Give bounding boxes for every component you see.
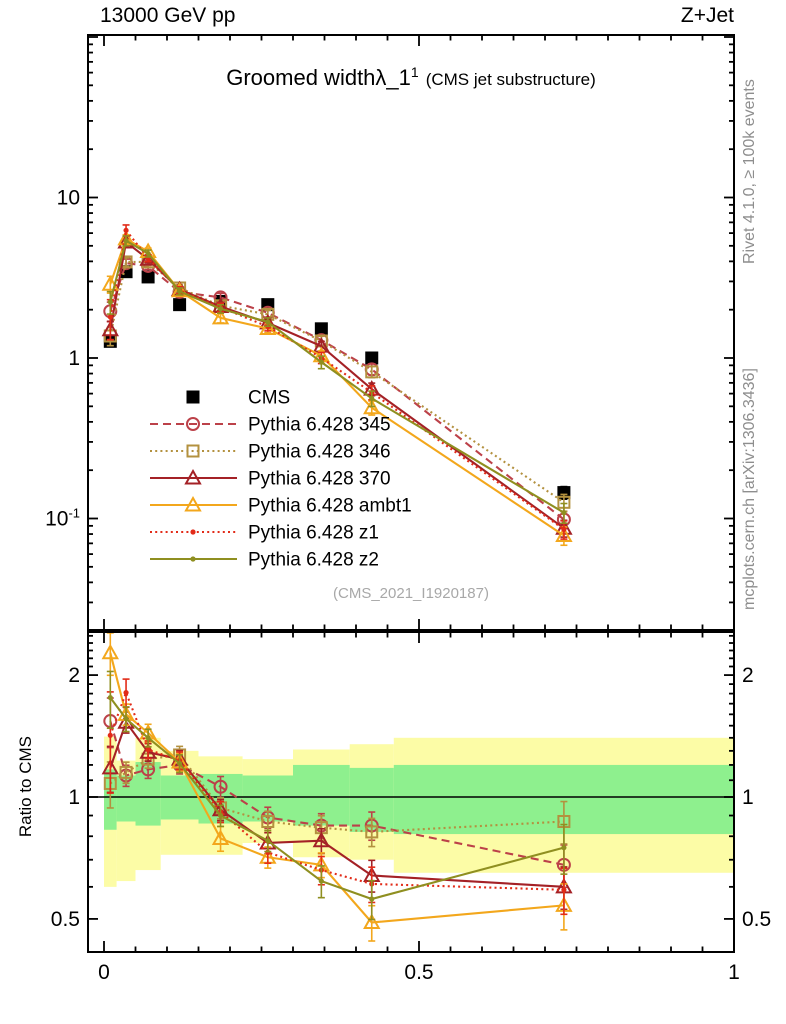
svg-text:Pythia 6.428 z1: Pythia 6.428 z1 (248, 523, 379, 544)
svg-text:10-1: 10-1 (45, 506, 80, 531)
rivet-version-note: Rivet 4.1.0, ≥ 100k events (741, 79, 758, 265)
ratio-axis-title: Ratio to CMS (16, 736, 35, 838)
legend-item-370: Pythia 6.428 370 (150, 469, 391, 490)
svg-text:2: 2 (742, 664, 754, 687)
svg-text:2: 2 (68, 664, 80, 687)
svg-text:Pythia 6.428 346: Pythia 6.428 346 (248, 442, 391, 463)
legend-item-ambt1: Pythia 6.428 ambt1 (150, 496, 412, 517)
legend-item-cms: CMS (186, 388, 290, 409)
svg-text:Pythia 6.428 345: Pythia 6.428 345 (248, 415, 391, 436)
title-analysis: (CMS jet substructure) (425, 70, 596, 89)
svg-text:1: 1 (68, 347, 80, 370)
axes (87, 34, 735, 953)
analysis-id-watermark: (CMS_2021_I1920187) (333, 585, 489, 602)
svg-text:Pythia 6.428 ambt1: Pythia 6.428 ambt1 (248, 496, 412, 517)
axis-tick-labels: 10 1 10-1 2 2 1 1 0.5 0.5 0 0.5 1 (45, 187, 771, 985)
mcplots-source-note: mcplots.cern.ch [arXiv:1306.3436] (741, 368, 758, 610)
svg-text:CMS: CMS (248, 388, 290, 409)
band-green-bin1 (116, 775, 136, 822)
beam-energy-label: 13000 GeV pp (100, 4, 236, 27)
svg-text:1: 1 (68, 786, 80, 809)
title-superscript: 1 (410, 64, 419, 80)
ratio-uncertainty-bands (104, 736, 734, 887)
legend: CMS Pythia 6.428 345 Pythia 6.428 346 Pythi… (150, 388, 412, 571)
svg-text:0.5: 0.5 (51, 908, 80, 931)
legend-item-z1: Pythia 6.428 z1 (150, 523, 379, 544)
series-z2 (106, 235, 568, 921)
svg-text:0.5: 0.5 (404, 961, 433, 984)
title-observable: Groomed width (226, 65, 376, 90)
plot-title: Groomed widthλ_11 (CMS jet substructure) (88, 64, 734, 91)
title-lambda: λ_1 (375, 65, 411, 90)
svg-text:Pythia 6.428 370: Pythia 6.428 370 (248, 469, 391, 490)
process-label: Z+Jet (680, 4, 734, 27)
svg-text:Pythia 6.428 z2: Pythia 6.428 z2 (248, 550, 379, 571)
legend-item-z2: Pythia 6.428 z2 (150, 550, 379, 571)
series-cms (103, 265, 571, 500)
svg-text:0.5: 0.5 (742, 908, 771, 931)
svg-text:1: 1 (728, 961, 740, 984)
legend-item-345: Pythia 6.428 345 (150, 415, 391, 436)
legend-item-346: Pythia 6.428 346 (150, 442, 391, 463)
svg-text:10: 10 (57, 187, 80, 210)
svg-text:0: 0 (98, 961, 110, 984)
svg-text:1: 1 (742, 786, 754, 809)
